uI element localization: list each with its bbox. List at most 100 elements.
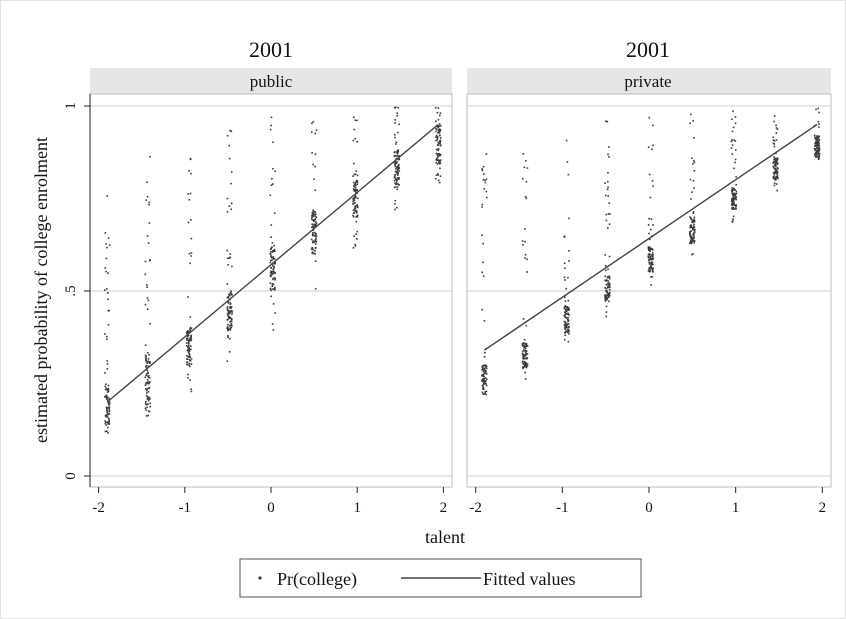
scatter-point bbox=[690, 157, 693, 160]
scatter-point bbox=[187, 355, 189, 358]
scatter-point bbox=[356, 204, 358, 206]
scatter-point bbox=[437, 155, 440, 158]
scatter-point bbox=[565, 317, 568, 319]
scatter-point bbox=[353, 128, 356, 131]
scatter-point bbox=[190, 336, 192, 339]
scatter-point bbox=[354, 202, 356, 204]
scatter-point bbox=[144, 407, 147, 410]
scatter-point bbox=[271, 323, 274, 325]
scatter-point bbox=[606, 180, 609, 183]
scatter-point bbox=[272, 329, 275, 331]
scatter-point bbox=[354, 173, 357, 176]
scatter-point bbox=[522, 362, 525, 365]
scatter-point bbox=[354, 243, 356, 246]
scatter-point bbox=[483, 380, 486, 382]
scatter-point bbox=[439, 112, 442, 114]
scatter-point bbox=[692, 180, 695, 182]
scatter-point bbox=[523, 364, 526, 367]
scatter-point bbox=[564, 321, 567, 323]
scatter-point bbox=[565, 310, 567, 312]
scatter-point bbox=[229, 302, 232, 305]
scatter-point bbox=[190, 219, 192, 221]
scatter-point bbox=[566, 318, 569, 321]
scatter-point bbox=[524, 371, 526, 374]
scatter-point bbox=[485, 178, 488, 181]
scatter-point bbox=[818, 142, 820, 144]
scatter-point bbox=[437, 173, 439, 175]
scatter-point bbox=[354, 191, 357, 193]
scatter-point bbox=[352, 202, 354, 205]
scatter-point bbox=[649, 270, 652, 272]
scatter-point bbox=[651, 276, 654, 278]
scatter-point bbox=[774, 164, 777, 167]
legend: Pr(college) Fitted values bbox=[239, 558, 642, 598]
scatter-point bbox=[732, 192, 735, 195]
scatter-point bbox=[816, 140, 819, 142]
scatter-point bbox=[190, 358, 193, 360]
scatter-point bbox=[439, 129, 442, 132]
scatter-point bbox=[354, 210, 357, 212]
scatter-point bbox=[188, 252, 191, 255]
scatter-point bbox=[732, 203, 735, 206]
scatter-point bbox=[106, 415, 109, 418]
scatter-point bbox=[692, 220, 695, 222]
scatter-point bbox=[355, 196, 357, 199]
scatter-point bbox=[227, 335, 229, 337]
scatter-point bbox=[226, 308, 229, 311]
scatter-point bbox=[352, 175, 354, 177]
scatter-point bbox=[270, 295, 272, 298]
scatter-point bbox=[439, 162, 441, 165]
scatter-point bbox=[773, 115, 776, 117]
scatter-point bbox=[692, 221, 694, 224]
scatter-point bbox=[690, 217, 692, 220]
scatter-point bbox=[521, 352, 524, 355]
scatter-point bbox=[652, 144, 654, 147]
scatter-point bbox=[352, 214, 354, 217]
scatter-point bbox=[226, 296, 229, 299]
scatter-point bbox=[229, 253, 232, 255]
scatter-point bbox=[564, 267, 566, 269]
scatter-point bbox=[604, 279, 607, 282]
scatter-point bbox=[398, 170, 401, 172]
scatter-point bbox=[647, 246, 650, 248]
scatter-point bbox=[394, 163, 396, 166]
scatter-point bbox=[272, 303, 275, 305]
scatter-point bbox=[107, 401, 109, 404]
scatter-point bbox=[107, 384, 110, 387]
scatter-point bbox=[818, 146, 821, 149]
scatter-point bbox=[816, 141, 818, 143]
scatter-point bbox=[190, 252, 193, 254]
scatter-point bbox=[438, 129, 441, 131]
scatter-point bbox=[271, 270, 274, 273]
scatter-point bbox=[146, 398, 149, 400]
scatter-point bbox=[563, 236, 566, 238]
scatter-point bbox=[145, 394, 148, 397]
scatter-point bbox=[227, 336, 229, 339]
scatter-point bbox=[483, 382, 485, 384]
scatter-point bbox=[146, 362, 148, 364]
scatter-point bbox=[230, 290, 232, 292]
scatter-point bbox=[522, 342, 525, 344]
scatter-point bbox=[439, 139, 442, 142]
scatter-point bbox=[105, 270, 107, 273]
scatter-point bbox=[604, 296, 606, 299]
scatter-point bbox=[106, 195, 108, 197]
scatter-point bbox=[228, 325, 231, 327]
scatter-point bbox=[355, 170, 358, 172]
scatter-point bbox=[815, 108, 817, 111]
scatter-point bbox=[566, 331, 569, 334]
scatter-point bbox=[482, 393, 484, 395]
scatter-point bbox=[816, 146, 818, 149]
scatter-point bbox=[773, 164, 776, 166]
scatter-point bbox=[648, 217, 650, 220]
scatter-point bbox=[730, 197, 733, 200]
scatter-point bbox=[606, 297, 609, 300]
scatter-point bbox=[314, 234, 317, 237]
scatter-point bbox=[485, 365, 488, 368]
scatter-point bbox=[353, 185, 356, 188]
scatter-point bbox=[438, 123, 441, 125]
scatter-point bbox=[605, 305, 608, 308]
scatter-point bbox=[145, 382, 147, 385]
scatter-point bbox=[734, 122, 737, 125]
scatter-point bbox=[148, 203, 150, 206]
